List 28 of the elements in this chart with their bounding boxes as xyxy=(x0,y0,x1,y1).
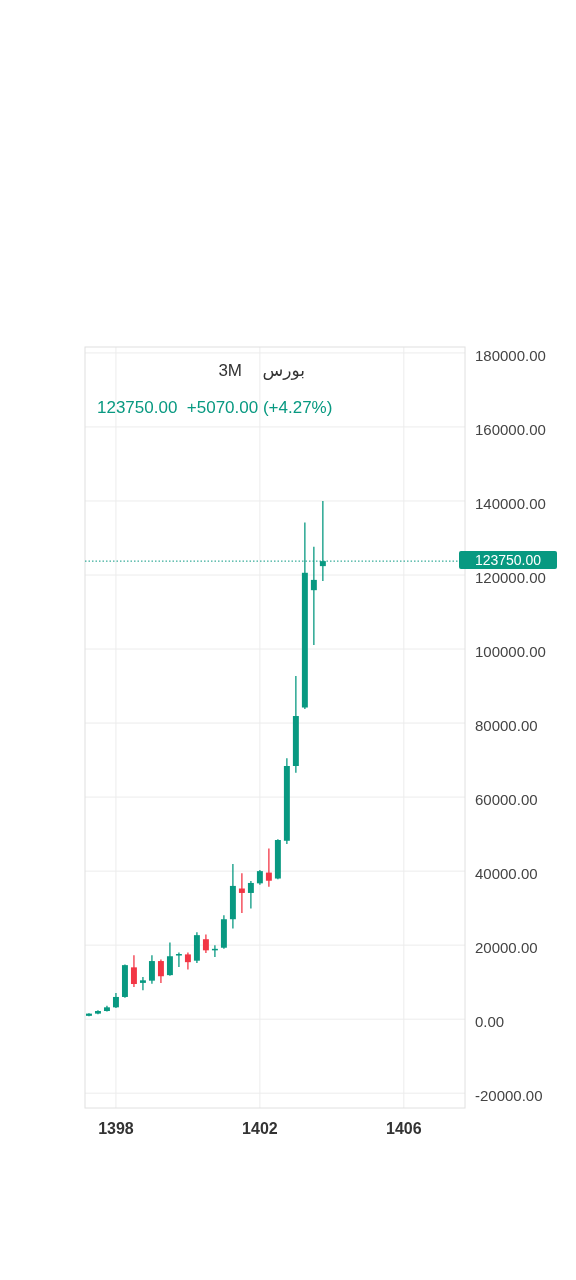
candlestick xyxy=(148,954,155,985)
candlestick xyxy=(175,951,182,968)
y-tick-label: -20000.00 xyxy=(475,1087,543,1105)
text: 123750.00 +5070.00 (+4.27%) xyxy=(97,398,333,417)
y-tick-label: 100000.00 xyxy=(475,643,546,661)
y-tick-label: 60000.00 xyxy=(475,791,538,809)
annotation: 3M xyxy=(218,361,242,380)
y-tick-label: 20000.00 xyxy=(475,939,538,957)
x-tick-label: 1406 xyxy=(386,1120,422,1137)
y-tick-label: 40000.00 xyxy=(475,865,538,883)
x-tick-label: 1398 xyxy=(98,1120,134,1137)
candlestick xyxy=(130,954,137,988)
y-tick-label: 80000.00 xyxy=(475,717,538,735)
ref-line-label: 123750.00 xyxy=(474,552,542,569)
y-tick-label: 160000.00 xyxy=(475,420,546,438)
candlestick xyxy=(157,958,164,984)
candlestick xyxy=(202,933,209,954)
y-tick-label: 0.00 xyxy=(475,1013,505,1031)
x-tick-label: 1402 xyxy=(242,1120,278,1137)
candlestick xyxy=(238,872,245,914)
text: بورس xyxy=(262,360,305,380)
candlestick xyxy=(166,941,173,977)
y-tick-label: 180000.00 xyxy=(475,346,546,364)
y-tick-label: 140000.00 xyxy=(475,494,546,512)
y-tick-label: 120000.00 xyxy=(475,569,546,586)
candlestick xyxy=(139,976,146,991)
candlestick xyxy=(265,847,272,888)
candlestick xyxy=(247,880,254,910)
